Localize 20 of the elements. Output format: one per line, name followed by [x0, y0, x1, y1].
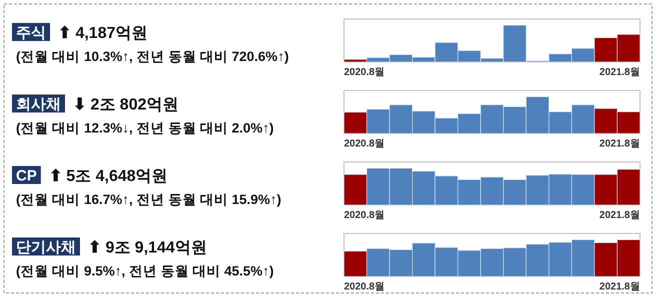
text: ⬇ 2조 802억원	[73, 96, 178, 114]
text: ⬆ 4,187억원	[58, 25, 148, 42]
x-tick-label: 2020.8월	[344, 67, 385, 78]
x-tick-label: 2021.8월	[599, 210, 640, 221]
text: (전월 대비 16.7%↑, 전년 동월 대비 15.9%↑)	[16, 192, 282, 207]
text: (전월 대비 9.5%↑, 전년 동월 대비 45.5%↑)	[16, 264, 274, 278]
text: 회사채	[16, 96, 61, 113]
x-tick-label: 2021.8월	[599, 138, 640, 150]
text: (전월 대비 10.3%↑, 전년 동월 대비 720.6%↑)	[16, 49, 289, 64]
text: ⬆ 9조 9,144억원	[88, 240, 207, 256]
text: 단기사채	[16, 239, 76, 256]
text: ⬆ 5조 4,648억원	[48, 168, 168, 185]
text: 주식	[16, 24, 46, 42]
text: (전월 대비 12.3%↓, 전년 동월 대비 2.0%↑)	[16, 120, 274, 136]
x-tick-label: 2020.8월	[344, 282, 385, 292]
text: CP	[16, 168, 37, 184]
x-tick-label: 2020.8월	[344, 210, 385, 221]
x-tick-label: 2021.8월	[599, 282, 640, 292]
x-tick-label: 2021.8월	[599, 67, 640, 78]
x-tick-label: 2020.8월	[344, 138, 385, 150]
